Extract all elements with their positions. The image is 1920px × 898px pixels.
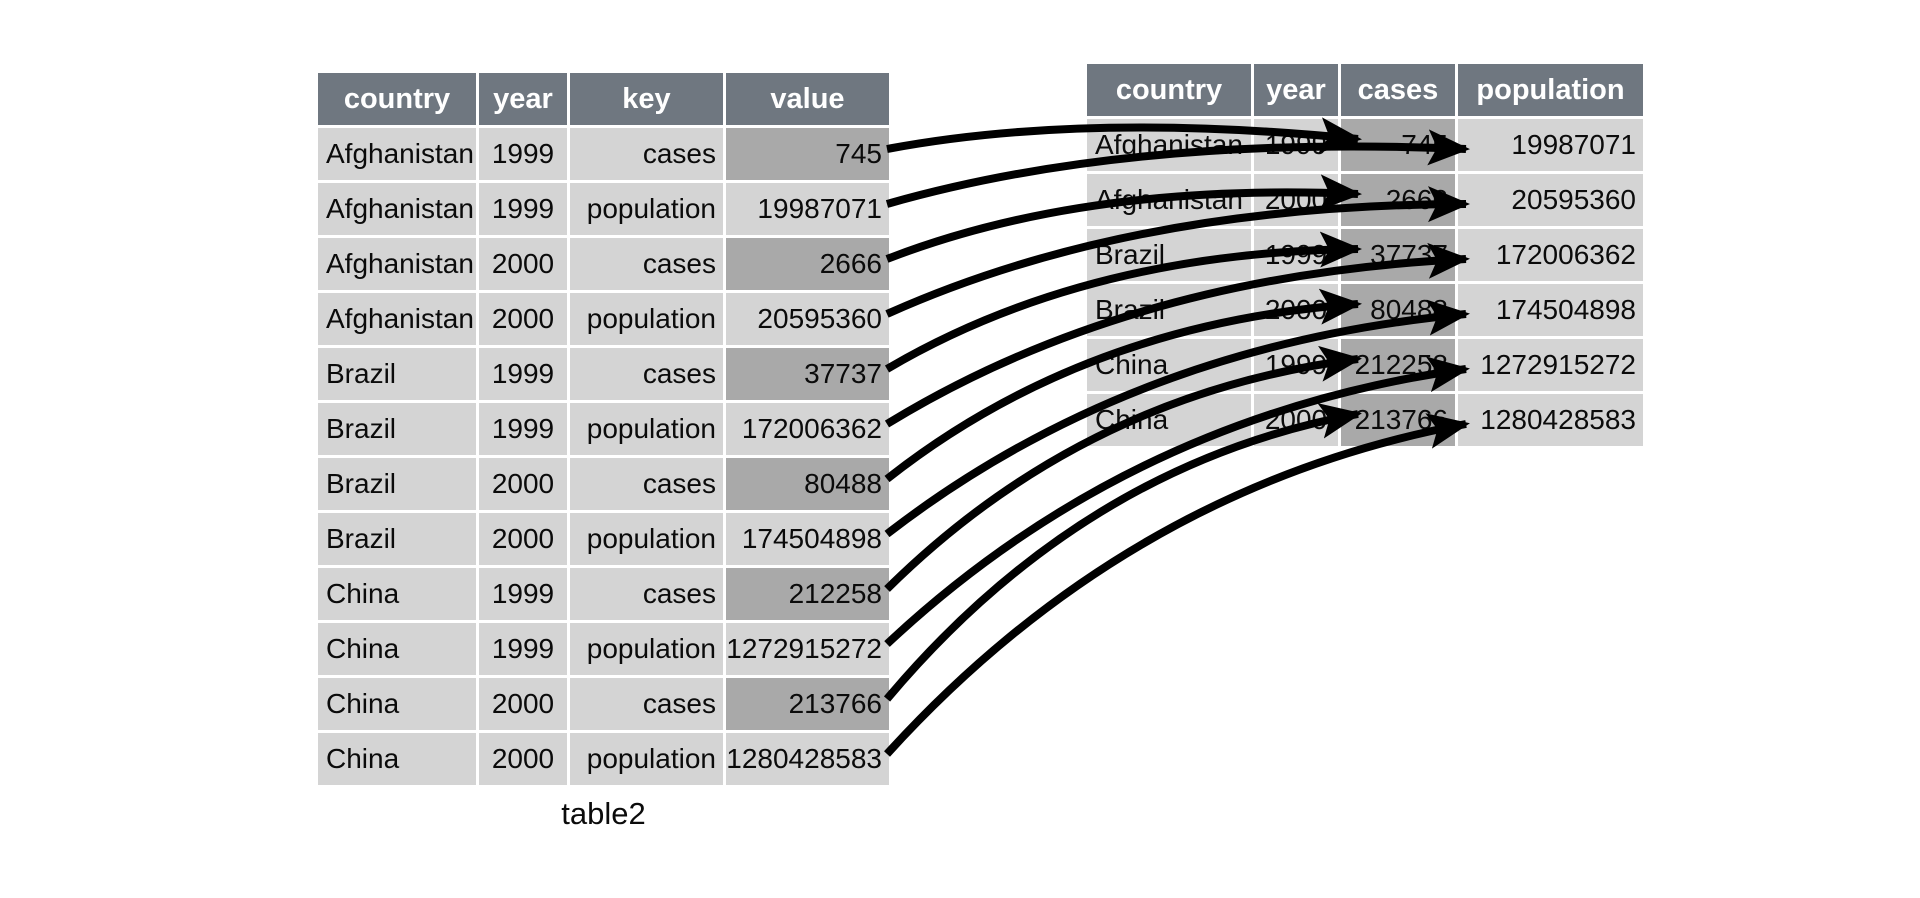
left-table-cell-value: 37737 <box>726 348 889 400</box>
right-table: country year cases population Afghanistan 199… <box>1087 64 1643 446</box>
right-table-cell-year: 1999 <box>1254 119 1338 171</box>
right-table-cell-year: 1999 <box>1254 339 1338 391</box>
value-mapping-arrow <box>884 413 1470 757</box>
left-table-cell-value: 172006362 <box>726 403 889 455</box>
left-table-cell-year: 1999 <box>479 403 567 455</box>
left-table-cell-year: 2000 <box>479 513 567 565</box>
left-table-cell-country: Afghanistan <box>318 183 476 235</box>
right-table-cell-cases: 80488 <box>1341 284 1455 336</box>
left-table-cell-year: 2000 <box>479 458 567 510</box>
right-table-cell-cases: 745 <box>1341 119 1455 171</box>
right-table-cell-population: 20595360 <box>1458 174 1643 226</box>
left-table-cell-value: 174504898 <box>726 513 889 565</box>
left-table-cell-year: 1999 <box>479 348 567 400</box>
right-table-cell-year: 2000 <box>1254 394 1338 446</box>
left-table-cell-year: 2000 <box>479 678 567 730</box>
value-mapping-arrow <box>883 403 1362 702</box>
left-table-cell-country: Afghanistan <box>318 238 476 290</box>
left-table-cell-country: China <box>318 568 476 620</box>
right-table-cell-cases: 213766 <box>1341 394 1455 446</box>
left-table-header-country: country <box>318 73 476 125</box>
right-table-cell-country: Brazil <box>1087 229 1251 281</box>
right-table-header-year: year <box>1254 64 1338 116</box>
left-table-cell-key: cases <box>570 568 723 620</box>
left-table-cell-value: 20595360 <box>726 293 889 345</box>
right-table-cell-population: 19987071 <box>1458 119 1643 171</box>
right-table-cell-country: Afghanistan <box>1087 174 1251 226</box>
left-table-cell-country: Brazil <box>318 348 476 400</box>
left-table-cell-key: population <box>570 183 723 235</box>
left-table-cell-year: 2000 <box>479 733 567 785</box>
left-table-cell-key: population <box>570 293 723 345</box>
left-table-cell-value: 19987071 <box>726 183 889 235</box>
left-table: country year key value Afghanistan 1999 cases 7… <box>318 73 889 785</box>
left-table-cell-year: 2000 <box>479 238 567 290</box>
right-table-header-cases: cases <box>1341 64 1455 116</box>
right-table-cell-country: Afghanistan <box>1087 119 1251 171</box>
right-table-cell-population: 1280428583 <box>1458 394 1643 446</box>
left-table-cell-year: 1999 <box>479 623 567 675</box>
left-table-cell-key: cases <box>570 238 723 290</box>
left-table-cell-country: China <box>318 678 476 730</box>
left-table-cell-value: 745 <box>726 128 889 180</box>
left-table-cell-value: 213766 <box>726 678 889 730</box>
right-table-cell-population: 172006362 <box>1458 229 1643 281</box>
left-table-cell-country: Brazil <box>318 403 476 455</box>
left-table-cell-country: Afghanistan <box>318 128 476 180</box>
left-table-cell-key: cases <box>570 348 723 400</box>
right-table-cell-country: Brazil <box>1087 284 1251 336</box>
right-table-header-population: population <box>1458 64 1643 116</box>
left-table-cell-key: cases <box>570 128 723 180</box>
left-table-cell-key: population <box>570 623 723 675</box>
left-table-cell-country: China <box>318 733 476 785</box>
left-table-cell-year: 1999 <box>479 568 567 620</box>
right-table-cell-year: 2000 <box>1254 174 1338 226</box>
left-table-cell-key: population <box>570 513 723 565</box>
right-table-cell-cases: 2666 <box>1341 174 1455 226</box>
left-table-cell-key: cases <box>570 458 723 510</box>
left-table-cell-country: Brazil <box>318 513 476 565</box>
right-table-cell-year: 2000 <box>1254 284 1338 336</box>
left-table-cell-year: 2000 <box>479 293 567 345</box>
left-table-cell-country: China <box>318 623 476 675</box>
left-table-cell-value: 1272915272 <box>726 623 889 675</box>
right-table-cell-year: 1999 <box>1254 229 1338 281</box>
left-table-cell-value: 212258 <box>726 568 889 620</box>
left-table-cell-key: cases <box>570 678 723 730</box>
left-table-cell-key: population <box>570 403 723 455</box>
right-table-cell-country: China <box>1087 339 1251 391</box>
right-table-cell-population: 1272915272 <box>1458 339 1643 391</box>
left-table-cell-value: 2666 <box>726 238 889 290</box>
right-table-cell-population: 174504898 <box>1458 284 1643 336</box>
left-table-cell-country: Afghanistan <box>318 293 476 345</box>
left-table-cell-key: population <box>570 733 723 785</box>
left-table-header-key: key <box>570 73 723 125</box>
left-table-cell-year: 1999 <box>479 128 567 180</box>
right-table-cell-cases: 37737 <box>1341 229 1455 281</box>
left-table-header-year: year <box>479 73 567 125</box>
left-table-cell-value: 80488 <box>726 458 889 510</box>
left-table-cell-year: 1999 <box>479 183 567 235</box>
left-table-caption: table2 <box>561 796 646 831</box>
left-table-cell-country: Brazil <box>318 458 476 510</box>
left-table-cell-value: 1280428583 <box>726 733 889 785</box>
right-table-header-country: country <box>1087 64 1251 116</box>
right-table-cell-country: China <box>1087 394 1251 446</box>
right-table-cell-cases: 212258 <box>1341 339 1455 391</box>
left-table-header-value: value <box>726 73 889 125</box>
